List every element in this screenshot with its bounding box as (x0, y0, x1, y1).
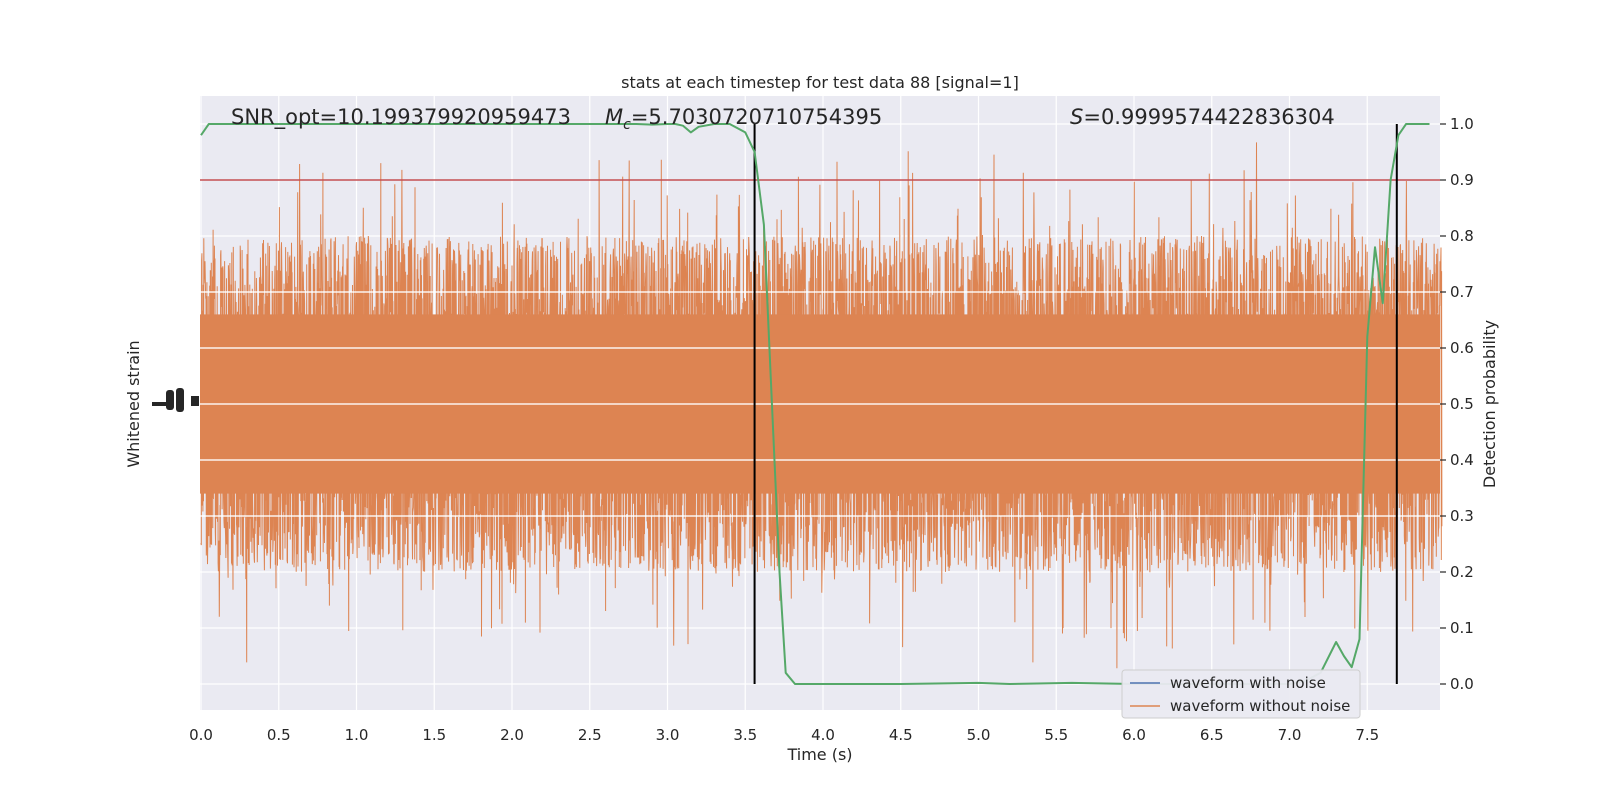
detection-probability-line (200, 123, 1430, 685)
y-tick-label: 0.4 (1450, 451, 1474, 469)
y-tick-label: 0.2 (1450, 563, 1474, 581)
x-axis-ticks: 0.0 0.5 1.0 1.5 2.0 2.5 3.0 3.5 4.0 4.5 5.0 5.5 6.0 6… (189, 726, 1379, 744)
x-tick-label: 5.0 (967, 726, 991, 744)
y-right-axis-ticks: 0.0 0.1 0.2 0.3 0.4 0.5 0.6 0.7 0.8 0.9 1.0 (1440, 115, 1474, 693)
y-tick-label: 0.1 (1450, 619, 1474, 637)
x-tick-label: 7.0 (1278, 726, 1302, 744)
x-tick-label: 1.0 (345, 726, 369, 744)
y-tick-label: 0.5 (1450, 395, 1474, 413)
x-tick-label: 6.5 (1200, 726, 1224, 744)
chart-overlays (200, 123, 1440, 685)
y-tick-label: 0.6 (1450, 339, 1474, 357)
x-tick-label: 5.5 (1044, 726, 1068, 744)
mc-annotation: Mc=5.7030720710754395 (605, 105, 882, 133)
x-tick-label: 0.0 (189, 726, 213, 744)
x-tick-label: 4.0 (811, 726, 835, 744)
y-right-axis-label: Detection probability (1480, 320, 1499, 488)
legend-box (1121, 669, 1361, 719)
s-annotation: S=0.9999574422836304 (1070, 105, 1335, 129)
y-tick-label: 1.0 (1450, 115, 1474, 133)
x-tick-label: 7.5 (1355, 726, 1379, 744)
legend: waveform with noise waveform without noi… (1121, 669, 1361, 719)
y-tick-label: 0.8 (1450, 227, 1474, 245)
x-tick-label: 3.0 (656, 726, 680, 744)
y-tick-label: 0.7 (1450, 283, 1474, 301)
x-axis-label: Time (s) (786, 745, 852, 764)
x-tick-label: 6.0 (1122, 726, 1146, 744)
chart-title: stats at each timestep for test data 88 … (621, 73, 1019, 92)
y-tick-label: 0.3 (1450, 507, 1474, 525)
x-tick-label: 3.5 (733, 726, 757, 744)
legend-label-with-noise: waveform with noise (1170, 674, 1326, 692)
x-tick-label: 4.5 (889, 726, 913, 744)
x-tick-label: 2.5 (578, 726, 602, 744)
snr-annotation: SNR_opt=10.199379920959473 (231, 105, 571, 130)
left-tick-label-cluster (152, 388, 199, 412)
x-tick-label: 0.5 (267, 726, 291, 744)
noise-trace (200, 142, 1443, 669)
y-tick-label: 0.9 (1450, 171, 1474, 189)
legend-label-without-noise: waveform without noise (1170, 697, 1350, 715)
y-tick-label: 0.0 (1450, 675, 1474, 693)
x-tick-label: 2.0 (500, 726, 524, 744)
x-tick-label: 1.5 (422, 726, 446, 744)
y-left-axis-label: Whitened strain (124, 340, 143, 467)
